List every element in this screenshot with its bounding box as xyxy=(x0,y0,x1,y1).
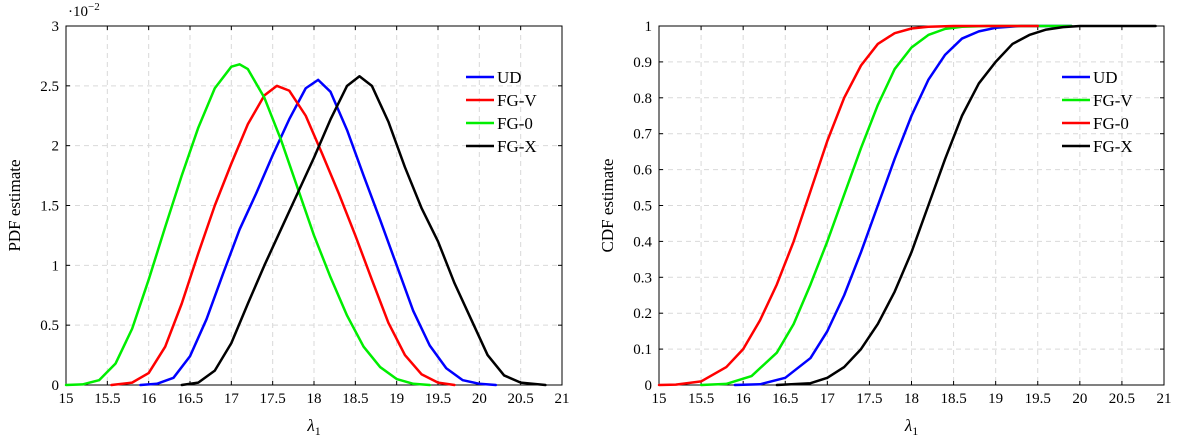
pdf-xtick-label: 21 xyxy=(555,391,570,407)
cdf-xtick-label: 20 xyxy=(1072,391,1087,407)
pdf-ytick-label: 2.5 xyxy=(40,79,59,95)
cdf-xtick-label: 18 xyxy=(904,391,919,407)
pdf-legend-label-fg-x: FG-X xyxy=(497,137,537,156)
cdf-ytick-label: 0.4 xyxy=(633,234,652,250)
cdf-legend-label-fg-v: FG-V xyxy=(1093,91,1133,110)
cdf-series-ud xyxy=(733,24,1073,387)
cdf-xtick-label: 16.5 xyxy=(772,391,798,407)
pdf-y-exponent: ·10−2 xyxy=(68,1,100,20)
pdf-series-ud xyxy=(139,78,498,387)
cdf-xtick-label: 21 xyxy=(1157,391,1172,407)
cdf-legend-label-fg-0: FG-0 xyxy=(1093,114,1129,133)
cdf-xtick-label: 15 xyxy=(652,391,667,407)
cdf-ytick-label: 0.1 xyxy=(633,342,652,358)
cdf-y-axis-label: CDF estimate xyxy=(598,159,617,253)
cdf-xtick-label: 17 xyxy=(820,391,836,407)
pdf-y-axis-label: PDF estimate xyxy=(5,159,24,251)
cdf-xtick-label: 19 xyxy=(988,391,1003,407)
cdf-ytick-label: 0.5 xyxy=(633,199,652,215)
cdf-x-axis-label: λ1 xyxy=(904,416,918,438)
pdf-xtick-label: 17 xyxy=(224,391,240,407)
pdf-xtick-label: 15 xyxy=(59,391,74,407)
pdf-xtick-label: 17.5 xyxy=(260,391,286,407)
cdf-xtick-label: 18.5 xyxy=(940,391,966,407)
cdf-ytick-label: 1 xyxy=(645,19,653,35)
cdf-series-fg-v xyxy=(699,24,1073,387)
cdf-ytick-label: 0.8 xyxy=(633,91,652,107)
pdf-xtick-label: 19.5 xyxy=(425,391,451,407)
pdf-series-fg-x xyxy=(180,75,547,387)
pdf-xtick-label: 18.5 xyxy=(342,391,368,407)
cdf-series-fg-0 xyxy=(657,24,1039,387)
cdf-xtick-label: 17.5 xyxy=(856,391,882,407)
pdf-xtick-label: 16.5 xyxy=(177,391,203,407)
cdf-legend-label-ud: UD xyxy=(1093,68,1118,87)
pdf-ytick-label: 0 xyxy=(52,378,60,394)
pdf-ytick-label: 3 xyxy=(52,19,60,35)
pdf-ytick-label: 1.5 xyxy=(40,199,59,215)
pdf-xtick-label: 20.5 xyxy=(508,391,534,407)
pdf-ytick-label: 2 xyxy=(52,139,60,155)
cdf-chart: 15 15.5 16 16.5 17 17.5 18 18.5 19 19.5 20 20.5 21 0 0… xyxy=(598,19,1172,438)
pdf-plot-frame xyxy=(65,25,563,386)
cdf-ytick-label: 0.9 xyxy=(633,55,652,71)
pdf-xtick-label: 18 xyxy=(307,391,322,407)
pdf-ytick-label: 1 xyxy=(52,258,60,274)
cdf-x-axis-label-sub: 1 xyxy=(912,424,918,438)
pdf-legend-label-fg-v: FG-V xyxy=(497,91,537,110)
cdf-series-fg-x xyxy=(775,24,1157,387)
cdf-legend-label-fg-x: FG-X xyxy=(1093,137,1133,156)
pdf-y-exponent-sup: −2 xyxy=(88,1,100,13)
cdf-xtick-label: 16 xyxy=(736,391,752,407)
pdf-series-fg-v xyxy=(110,84,456,387)
cdf-xtick-label: 19.5 xyxy=(1025,391,1051,407)
pdf-chart: 15 15.5 16 16.5 17 17.5 18 18.5 19 19.5 20 20.5 2100… xyxy=(5,1,570,438)
pdf-xtick-label: 19 xyxy=(389,391,404,407)
pdf-series-fg-0 xyxy=(64,63,431,387)
pdf-legend-label-fg-0: FG-0 xyxy=(497,114,533,133)
cdf-ytick-label: 0.3 xyxy=(633,270,652,286)
pdf-x-axis-label-sub: 1 xyxy=(315,424,321,438)
pdf-xtick-label: 16 xyxy=(141,391,157,407)
cdf-xtick-label: 20.5 xyxy=(1109,391,1135,407)
cdf-ytick-label: 0.2 xyxy=(633,306,652,322)
cdf-ytick-label: 0.7 xyxy=(633,127,652,143)
pdf-xtick-label: 15.5 xyxy=(94,391,120,407)
cdf-xtick-label: 15.5 xyxy=(688,391,714,407)
cdf-ytick-label: 0 xyxy=(645,378,653,394)
pdf-x-axis-label: λ1 xyxy=(306,416,320,438)
pdf-legend-label-ud: UD xyxy=(497,68,522,87)
pdf-ytick-label: 0.5 xyxy=(40,318,59,334)
cdf-plot-frame xyxy=(658,25,1165,386)
pdf-xtick-label: 20 xyxy=(472,391,487,407)
cdf-ytick-label: 0.6 xyxy=(633,163,652,179)
